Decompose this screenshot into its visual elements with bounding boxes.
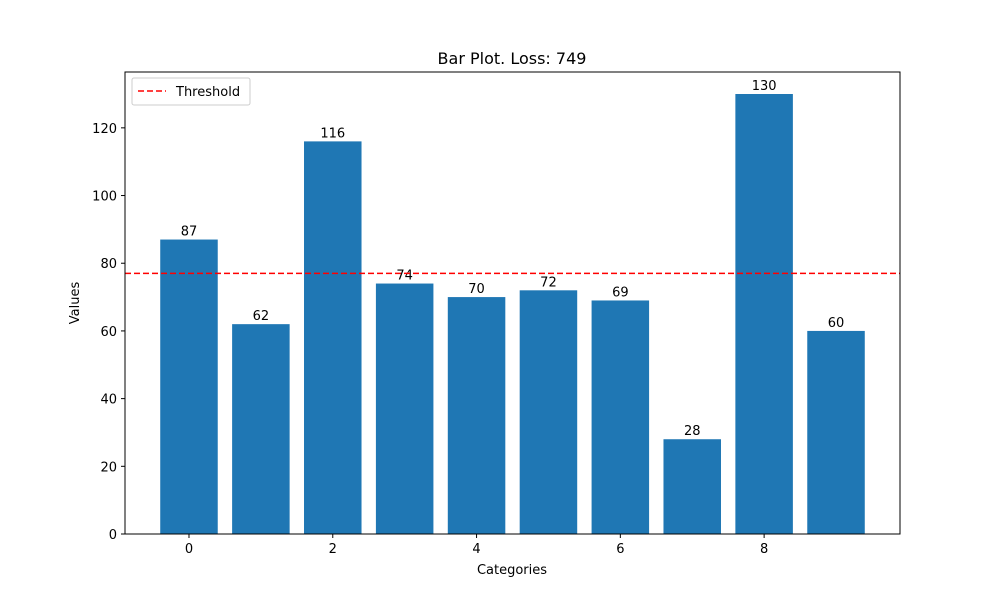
bars-group — [160, 94, 865, 535]
x-axis-ticks: 0 2 4 6 8 — [185, 534, 768, 557]
y-tick-label: 40 — [100, 393, 117, 408]
bar-value-label: 74 — [396, 269, 413, 284]
bar-value-label: 87 — [181, 225, 198, 240]
bar-value-label: 69 — [612, 285, 629, 300]
y-tick-label: 120 — [92, 122, 117, 137]
chart-title: Bar Plot. Loss: 749 — [438, 49, 587, 68]
y-tick-label: 60 — [100, 325, 117, 340]
legend: Threshold — [131, 77, 251, 106]
x-tick-label: 4 — [472, 542, 480, 557]
bar-value-label: 72 — [540, 275, 557, 290]
bar-value-label: 130 — [752, 79, 777, 94]
bar-value-label: 28 — [684, 424, 701, 439]
plot-frame — [124, 71, 901, 535]
y-tick-label: 20 — [100, 460, 117, 475]
x-tick-label: 0 — [185, 542, 193, 557]
data-labels-group: 87 62 116 74 70 72 69 28 130 60 — [181, 79, 845, 439]
bar-value-label: 62 — [253, 309, 270, 324]
bar — [663, 439, 721, 534]
bar — [232, 324, 290, 534]
x-axis-label: Categories — [477, 563, 547, 578]
y-tick-label: 80 — [100, 257, 117, 272]
bar-value-label: 70 — [468, 282, 485, 297]
bar — [375, 283, 434, 534]
bar — [591, 300, 650, 534]
bar — [735, 94, 793, 534]
bar — [304, 141, 362, 534]
y-tick-label: 0 — [109, 528, 117, 543]
bar-value-label: 60 — [828, 316, 845, 331]
bar-value-label: 116 — [320, 126, 345, 141]
bar — [807, 330, 865, 534]
x-tick-label: 2 — [329, 542, 337, 557]
legend-box — [131, 77, 251, 106]
x-tick-label: 6 — [616, 542, 624, 557]
y-axis-label: Values — [68, 282, 83, 325]
bar — [519, 290, 578, 534]
x-tick-label: 8 — [760, 542, 768, 557]
y-axis-ticks: 0 20 40 60 80 100 120 — [92, 122, 125, 543]
bar — [160, 239, 218, 535]
legend-threshold-label: Threshold — [175, 85, 240, 100]
y-tick-label: 100 — [92, 190, 117, 205]
bar — [447, 297, 506, 534]
